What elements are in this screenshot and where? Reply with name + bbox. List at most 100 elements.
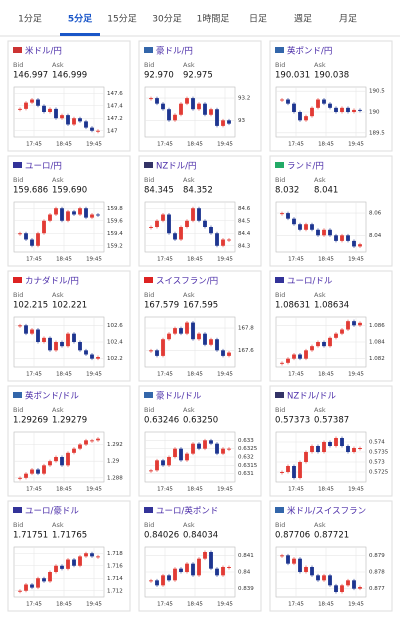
x-tick-label: 19:45 [86,602,102,608]
candle [346,446,350,452]
tab[interactable]: 30分足 [152,14,181,25]
candle [191,563,195,576]
candle [322,342,326,347]
tab[interactable]: 週足 [294,14,312,25]
candle [78,208,82,215]
candle [346,321,350,330]
candle [286,213,290,219]
tab[interactable]: 15分足 [107,14,136,25]
candle [173,114,177,121]
y-tick-label: 1.086 [369,323,385,329]
flag-icon [144,162,153,168]
candle [298,112,302,121]
candle [30,239,34,246]
x-tick-label: 18:45 [318,257,334,263]
candle [298,354,302,359]
candle [66,559,70,569]
tab[interactable]: 月足 [339,14,357,25]
candle [197,443,201,449]
candle [227,352,231,356]
candle [221,567,225,576]
flag-icon [275,392,284,398]
tab[interactable]: 1分足 [18,14,42,25]
ask-value: 1.71765 [52,531,87,541]
flag-icon [13,47,22,53]
candle [227,448,231,450]
bid-value: 102.215 [13,301,48,311]
plot-area [13,431,105,483]
y-tick-label: 102.4 [107,340,123,346]
y-tick-label: 1.718 [107,551,123,557]
y-tick-label: 93 [238,118,245,124]
y-tick-label: 189.5 [369,130,385,136]
candle [173,568,177,581]
ask-label: Ask [314,521,326,529]
candle [54,108,58,119]
candle [203,333,207,345]
x-tick-label: 19:45 [348,487,364,493]
candle [340,329,344,334]
candle [30,329,34,334]
ask-label: Ask [52,406,64,414]
y-tick-label: 0.5735 [369,450,389,456]
x-tick-label: 17:45 [288,257,304,263]
candle [48,108,52,112]
candle [149,350,153,352]
bid-value: 84.345 [144,186,174,196]
candle [90,553,94,557]
x-tick-label: 19:45 [86,142,102,148]
y-tick-label: 8.04 [369,233,382,239]
x-tick-label: 19:45 [348,372,364,378]
candle [334,438,338,446]
candle [72,333,76,342]
pair-name: カナダドル/円 [25,276,79,287]
x-tick-label: 18:45 [187,142,203,148]
candle [292,103,296,112]
plot-area [275,201,367,253]
x-tick-label: 18:45 [318,142,334,148]
y-tick-label: 84.5 [238,218,251,224]
flag-icon [13,392,22,398]
ask-label: Ask [52,61,64,69]
plot-area [144,86,236,138]
candle [179,328,183,334]
candle [54,457,58,462]
candle [78,444,82,449]
candle [280,99,284,101]
candle [358,109,362,111]
candle [149,98,153,100]
pair-name: NZドル/ドル [287,392,337,402]
x-tick-label: 17:45 [26,257,42,263]
candle [84,553,88,557]
candle [280,555,284,557]
tab[interactable]: 5分足 [68,13,93,25]
candle [42,337,46,342]
candle [185,322,189,334]
flag-icon [144,47,153,53]
flag-icon [13,277,22,283]
candle [215,339,219,351]
y-tick-label: 0.574 [369,440,385,446]
x-tick-label: 18:45 [56,487,72,493]
candle [48,572,52,582]
bid-value: 1.08631 [275,301,310,311]
candle [185,453,189,461]
candle [352,240,356,247]
tab[interactable]: 1時間足 [197,14,230,25]
y-tick-label: 0.631 [238,471,254,477]
y-tick-label: 0.633 [238,438,254,444]
candle [42,220,46,234]
candle [173,233,177,240]
candle [90,214,94,218]
candle [60,565,64,569]
candle [209,339,213,345]
candle [203,552,207,559]
candle [280,362,284,364]
y-tick-label: 0.6325 [238,446,258,452]
tab[interactable]: 日足 [249,14,267,25]
y-tick-label: 84.6 [238,206,251,212]
candle [221,448,225,454]
candle [84,121,88,128]
candle [304,567,308,572]
